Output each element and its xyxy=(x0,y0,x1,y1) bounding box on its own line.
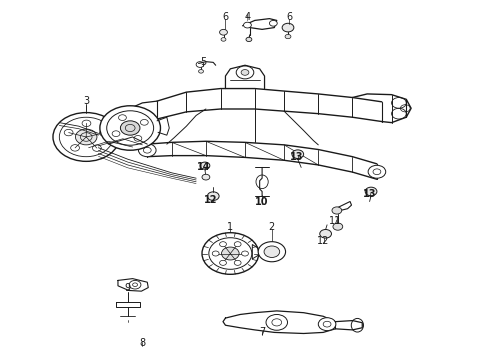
Circle shape xyxy=(368,165,386,178)
Text: 11: 11 xyxy=(329,216,342,226)
Circle shape xyxy=(139,144,156,157)
Circle shape xyxy=(75,129,97,145)
Circle shape xyxy=(266,315,288,330)
Text: 10: 10 xyxy=(255,197,269,207)
Text: 1: 1 xyxy=(227,222,233,231)
Circle shape xyxy=(292,150,304,158)
Text: 5: 5 xyxy=(200,57,207,67)
Text: 8: 8 xyxy=(139,338,146,348)
Circle shape xyxy=(121,121,140,135)
Circle shape xyxy=(241,69,249,75)
Text: 6: 6 xyxy=(222,12,228,22)
Circle shape xyxy=(221,38,226,41)
Circle shape xyxy=(320,229,331,238)
Text: 12: 12 xyxy=(204,195,218,205)
Text: 13: 13 xyxy=(290,152,303,162)
Circle shape xyxy=(234,242,241,247)
Circle shape xyxy=(221,247,239,260)
Circle shape xyxy=(318,318,336,330)
Circle shape xyxy=(53,113,120,161)
Circle shape xyxy=(220,242,226,247)
Circle shape xyxy=(244,22,251,28)
Text: 3: 3 xyxy=(83,96,89,106)
Circle shape xyxy=(143,135,152,142)
Circle shape xyxy=(234,260,241,265)
Circle shape xyxy=(220,30,227,35)
Text: 2: 2 xyxy=(269,222,275,231)
Circle shape xyxy=(285,35,291,39)
Circle shape xyxy=(332,207,342,214)
Circle shape xyxy=(258,242,286,262)
Text: 14: 14 xyxy=(196,162,210,172)
Circle shape xyxy=(198,69,203,73)
Text: 4: 4 xyxy=(245,12,250,22)
Circle shape xyxy=(220,260,226,265)
Circle shape xyxy=(270,21,277,26)
Circle shape xyxy=(365,187,377,196)
Circle shape xyxy=(212,251,219,256)
Text: 6: 6 xyxy=(286,12,292,22)
Circle shape xyxy=(236,66,254,79)
Circle shape xyxy=(119,115,126,121)
Text: 13: 13 xyxy=(363,189,376,199)
Circle shape xyxy=(200,162,210,169)
Circle shape xyxy=(242,251,248,256)
Circle shape xyxy=(282,23,294,32)
Circle shape xyxy=(134,135,142,141)
Text: 9: 9 xyxy=(124,283,131,293)
Circle shape xyxy=(129,280,141,289)
Circle shape xyxy=(112,131,120,136)
Circle shape xyxy=(207,192,219,201)
Circle shape xyxy=(202,174,210,180)
Circle shape xyxy=(246,37,252,41)
Circle shape xyxy=(202,233,259,274)
Text: 7: 7 xyxy=(259,327,265,337)
Text: 12: 12 xyxy=(317,236,329,246)
Circle shape xyxy=(141,120,148,125)
Circle shape xyxy=(333,223,343,230)
Circle shape xyxy=(100,106,160,150)
Circle shape xyxy=(264,246,280,257)
